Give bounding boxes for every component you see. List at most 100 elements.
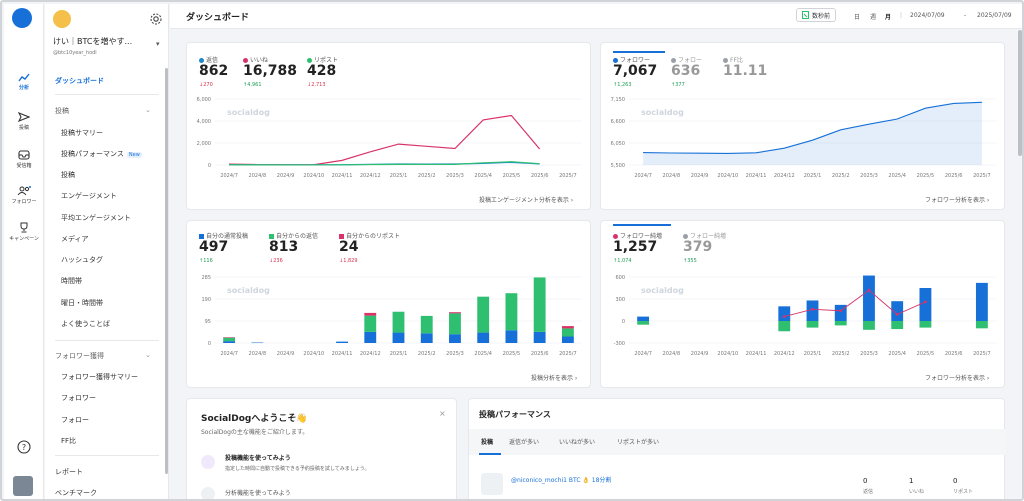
sidebar-item-hashtag[interactable]: ハッシュタグ (61, 256, 103, 264)
bar (449, 334, 461, 343)
socialdog-watermark: socialdog (227, 108, 270, 117)
kpi-label-text: 返信 (206, 57, 219, 64)
welcome-subtitle: SocialDogの主な機能をご紹介します。 (201, 429, 309, 436)
x-tick-label: 2025/6 (531, 173, 549, 179)
sidebar-section-posts[interactable]: 投稿 (55, 107, 69, 115)
account-switcher-logo[interactable] (13, 476, 33, 496)
sidebar-item-words[interactable]: よく使うことば (61, 320, 110, 328)
data-point (867, 288, 871, 292)
chevron-up-icon[interactable]: ⌄ (145, 351, 151, 359)
page-scrollbar[interactable] (1018, 30, 1022, 156)
help-button[interactable]: ? (4, 440, 44, 456)
chevron-up-icon[interactable]: ⌄ (145, 106, 151, 114)
sidebar-item-benchmark[interactable]: ベンチマーク (55, 489, 97, 497)
bar (223, 337, 236, 338)
sidebar-scrollbar[interactable] (165, 68, 168, 474)
trophy-icon (20, 222, 28, 233)
gear-icon[interactable] (149, 12, 163, 26)
bar (505, 330, 518, 343)
tab-most-reposts[interactable]: リポストが多い (617, 439, 660, 446)
range-month[interactable]: 月 (885, 14, 892, 21)
kpi-label-text: フォロー (678, 57, 703, 64)
y-tick-label: 0 (208, 163, 211, 169)
date-from[interactable]: 2024/07/09 (910, 12, 945, 19)
data-point (782, 315, 786, 318)
rail-item-campaign[interactable]: キャンペーン (4, 222, 44, 242)
sidebar-item-posts[interactable]: 投稿 (61, 171, 75, 179)
range-week[interactable]: 週 (870, 14, 877, 21)
chevron-down-icon[interactable]: ▾ (156, 40, 160, 48)
sidebar-item-dashboard[interactable]: ダッシュボード (55, 77, 104, 85)
sidebar-item-follower-summary[interactable]: フォロワー獲得サマリー (61, 373, 138, 381)
sidebar-item-avg-engagement[interactable]: 平均エンゲージメント (61, 214, 131, 222)
x-tick-label: 2024/12 (774, 351, 795, 357)
kpi-tab-follower-net[interactable]: フォロワー純増 (613, 231, 662, 240)
sidebar-item-post-summary[interactable]: 投稿サマリー (61, 129, 103, 137)
tab-most-replies[interactable]: 返信が多い (509, 439, 540, 446)
account-name[interactable]: けい｜BTCを増やす... (53, 37, 133, 46)
kpi-tab-followers[interactable]: フォロワー (613, 55, 650, 64)
new-badge: New (126, 152, 142, 158)
welcome-item-title[interactable]: 投稿機能を使ってみよう (225, 455, 291, 462)
socialdog-logo[interactable] (12, 8, 32, 28)
kpi-value-follower-net: 1,257 (613, 239, 658, 255)
y-tick-label: 0 (208, 341, 211, 347)
sidebar-item-media[interactable]: メディア (61, 235, 89, 243)
x-tick-label: 2024/9 (277, 351, 295, 357)
rail-item-posts[interactable]: 投稿 (4, 112, 44, 131)
bar (561, 328, 574, 337)
sidebar-section-followers[interactable]: フォロワー獲得 (55, 352, 104, 360)
avatar[interactable] (53, 10, 71, 28)
x-tick-label: 2025/5 (503, 173, 521, 179)
close-icon[interactable]: × (439, 409, 446, 418)
x-tick-label: 2025/5 (917, 173, 935, 179)
sidebar-item-following[interactable]: フォロー (61, 416, 89, 424)
bar (778, 321, 791, 332)
post-thumbnail[interactable] (481, 473, 503, 495)
engagement-card: 返信 862 ↓270 いいね 16,788 ↑4,961 リポスト 428 ↓… (186, 42, 591, 210)
x-tick-label: 2025/1 (390, 351, 408, 357)
sidebar-item-post-performance[interactable]: 投稿パフォーマンス New (61, 149, 142, 159)
rail-label-followers: フォロワー (11, 199, 37, 205)
follower-analysis-link[interactable]: フォロワー分析を表示 › (925, 197, 990, 204)
bar (533, 331, 546, 343)
bar (806, 321, 819, 328)
sidebar-item-ff-ratio[interactable]: FF比 (61, 437, 77, 445)
range-day[interactable]: 日 (854, 14, 861, 21)
post-text[interactable]: @niconico_mochi1 BTC 👌 18分割 (511, 477, 612, 484)
rail-item-inbox[interactable]: 受信箱 (4, 150, 44, 169)
x-tick-label: 2025/3 (860, 351, 878, 357)
date-to[interactable]: 2025/07/09 (977, 12, 1012, 19)
sidebar-item-followers[interactable]: フォロワー (61, 394, 96, 402)
kpi-tab-ff-ratio[interactable]: FF比 (723, 55, 743, 64)
sidebar-item-time[interactable]: 時間帯 (61, 277, 82, 285)
bar (505, 293, 518, 331)
engagement-analysis-link[interactable]: 投稿エンゲージメント分析を表示 › (479, 197, 574, 204)
post-replies-value: 0 (863, 477, 868, 485)
bar (637, 316, 650, 321)
sidebar-item-engagement[interactable]: エンゲージメント (61, 192, 117, 200)
x-tick-label: 2025/7 (559, 173, 577, 179)
rail-item-followers[interactable]: フォロワー (4, 186, 44, 205)
kpi-tab-following[interactable]: フォロー (671, 55, 702, 64)
follower-analysis-link-2[interactable]: フォロワー分析を表示 › (925, 375, 990, 382)
welcome-item-title[interactable]: 分析機能を使ってみよう (225, 490, 291, 497)
export-button[interactable]: 数秒前 (796, 8, 837, 22)
sidebar-item-weekday-time[interactable]: 曜日・時間帯 (61, 299, 103, 307)
kpi-label-replies: 返信 (199, 55, 218, 64)
bar (561, 336, 574, 343)
posts-analysis-link[interactable]: 投稿分析を表示 › (531, 375, 578, 382)
kpi-delta-likes: ↑4,961 (243, 82, 262, 88)
icon-rail: 分析 投稿 受信箱 フォロワー キャンペーン ? (4, 4, 44, 499)
x-tick-label: 2024/11 (746, 173, 767, 179)
legend-dot (613, 234, 618, 239)
rail-item-analytics[interactable]: 分析 (4, 72, 44, 91)
users-icon (17, 186, 31, 196)
data-point (895, 313, 899, 316)
sidebar-item-report[interactable]: レポート (55, 468, 83, 476)
tab-most-likes[interactable]: いいねが多い (559, 439, 596, 446)
kpi-tab-follow-net[interactable]: フォロー純増 (683, 231, 726, 240)
rail-label-campaign: キャンペーン (9, 236, 39, 242)
tab-posts[interactable]: 投稿 (481, 439, 494, 446)
kpi-delta-text: 270 (203, 82, 213, 88)
